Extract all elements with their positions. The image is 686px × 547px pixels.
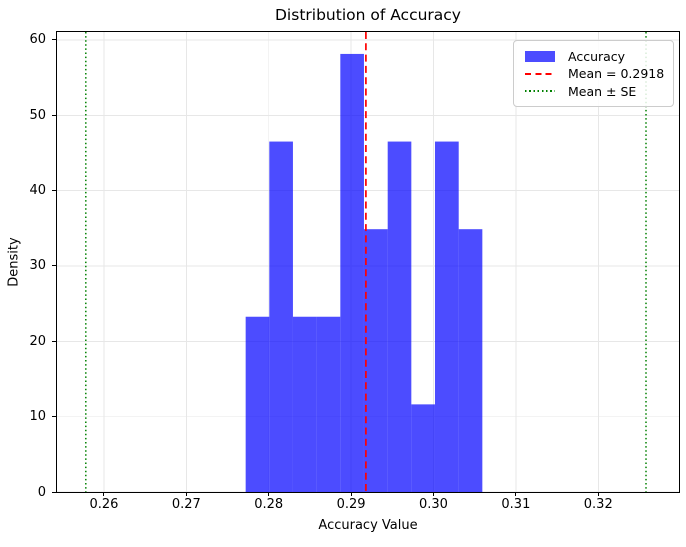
mean-dashed-line-icon [525, 72, 555, 75]
x-tick [515, 492, 517, 496]
se-dotted-line-icon [525, 90, 555, 92]
y-tick-label: 40 [29, 183, 46, 199]
legend-label-accuracy: Accuracy [568, 48, 626, 64]
x-tick-label: 0.31 [501, 497, 531, 512]
histogram-bar [340, 53, 364, 492]
x-tick-label: 0.32 [583, 497, 613, 512]
y-tick [52, 114, 56, 116]
legend-item-se: Mean ± SE [525, 83, 665, 99]
y-tick-label: 10 [29, 409, 46, 425]
x-axis-label: Accuracy Value [318, 518, 418, 533]
y-tick-label: 50 [29, 107, 46, 123]
chart-canvas [57, 32, 679, 492]
x-tick-label: 0.27 [171, 497, 201, 512]
legend-label-mean: Mean = 0.2918 [568, 66, 665, 81]
histogram-bar [411, 404, 435, 492]
y-tick-label: 60 [29, 32, 46, 48]
x-tick [350, 492, 352, 496]
y-tick-label: 20 [29, 333, 46, 349]
histogram-bar [363, 229, 388, 492]
plot-area: Accuracy Mean = 0.2918 Mean ± SE [56, 31, 680, 493]
histogram-bar [434, 141, 459, 492]
x-tick-label: 0.26 [89, 497, 119, 512]
legend-item-mean: Mean = 0.2918 [525, 66, 665, 82]
y-tick [52, 39, 56, 41]
x-tick-label: 0.28 [254, 497, 284, 512]
histogram-bar [316, 316, 341, 492]
legend-item-accuracy: Accuracy [525, 48, 665, 64]
x-tick [268, 492, 270, 496]
x-tick [103, 492, 105, 496]
y-tick-label: 30 [29, 258, 46, 274]
x-tick [185, 492, 187, 496]
y-tick [52, 416, 56, 418]
y-tick [52, 340, 56, 342]
histogram-bar [292, 316, 317, 492]
y-tick [52, 491, 56, 493]
y-tick-label: 0 [37, 484, 46, 500]
histogram-bar [458, 229, 483, 492]
histogram-bar [269, 141, 293, 492]
legend-label-se: Mean ± SE [568, 83, 637, 99]
y-tick [52, 265, 56, 267]
chart-title: Distribution of Accuracy [275, 6, 461, 24]
accuracy-patch-icon [525, 50, 555, 62]
histogram-bar [245, 316, 270, 492]
y-tick [52, 190, 56, 192]
x-tick [432, 492, 434, 496]
x-tick [597, 492, 599, 496]
x-tick-label: 0.29 [336, 497, 366, 512]
histogram-bar [387, 141, 412, 492]
legend: Accuracy Mean = 0.2918 Mean ± SE [513, 40, 674, 107]
x-tick-label: 0.30 [419, 497, 448, 512]
